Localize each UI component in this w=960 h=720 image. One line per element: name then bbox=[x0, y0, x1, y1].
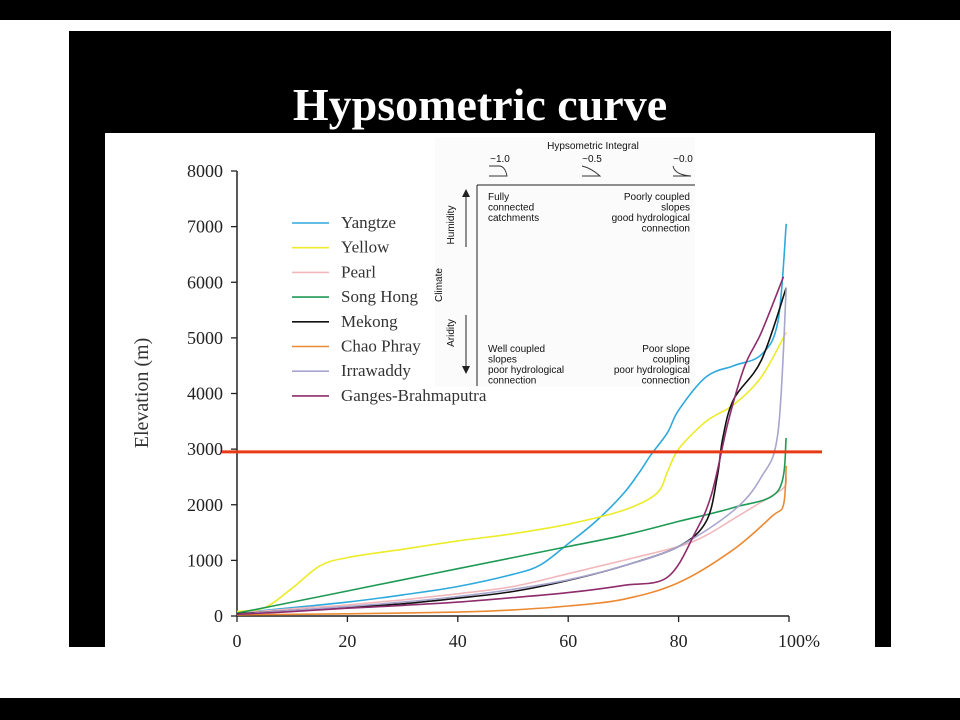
inset-top-right-text: connection bbox=[642, 224, 690, 235]
legend-label: Song Hong bbox=[341, 287, 418, 306]
y-tick-label: 4000 bbox=[187, 384, 223, 404]
inset-bottom-left-text: Well coupled bbox=[488, 344, 545, 355]
hi-shape-icon bbox=[672, 165, 692, 177]
series-line-ganges-brahmaputra bbox=[236, 276, 785, 616]
y-tick-label: 2000 bbox=[187, 495, 223, 515]
y-tick-label: 6000 bbox=[187, 272, 223, 292]
y-tick-label: 0 bbox=[214, 606, 223, 626]
humidity-arrowhead-icon bbox=[462, 189, 470, 197]
legend-label: Pearl bbox=[341, 262, 376, 281]
inset-background bbox=[435, 137, 695, 387]
hi-label: ~0.0 bbox=[673, 154, 693, 165]
legend-label: Irrawaddy bbox=[341, 361, 411, 380]
x-tick-label: 0 bbox=[233, 631, 242, 651]
hi-shape-icon bbox=[489, 165, 508, 177]
inset-bottom-right-text: Poor slope bbox=[642, 344, 690, 355]
inset-bottom-left-text: poor hydrological bbox=[488, 365, 564, 376]
inset-bottom-left-text: slopes bbox=[488, 355, 517, 366]
x-tick-label: 20 bbox=[338, 631, 356, 651]
y-tick-label: 7000 bbox=[187, 217, 223, 237]
x-tick-label: 40 bbox=[449, 631, 467, 651]
x-tick-label: 60 bbox=[559, 631, 577, 651]
inset-top-right-text: Poorly coupled bbox=[624, 192, 690, 203]
inset-bottom-right-text: connection bbox=[642, 376, 690, 387]
y-tick-label: 1000 bbox=[187, 550, 223, 570]
hypsometric-chart: Hypsometric Integral ~1.0 ~0.5 ~0.0 Humidity… bbox=[105, 133, 875, 667]
inset-top-right-text: slopes bbox=[661, 203, 690, 214]
hi-shape-icon bbox=[581, 165, 602, 177]
inset-bottom-left-text: connection bbox=[488, 376, 536, 387]
legend-label: Chao Phray bbox=[341, 337, 421, 356]
series-line-irrawaddy bbox=[236, 287, 787, 616]
chart-series bbox=[222, 223, 822, 616]
humidity-label: Humidity bbox=[446, 206, 457, 245]
chart-legend: Yangtze Yellow Pearl Song Hong Mekong Chao Ph… bbox=[292, 213, 487, 405]
series-line-yellow bbox=[236, 331, 787, 613]
aridity-arrowhead-icon bbox=[462, 366, 470, 374]
y-tick-label: 8000 bbox=[187, 161, 223, 181]
hi-label: ~0.5 bbox=[582, 154, 602, 165]
series-line-pearl bbox=[236, 476, 788, 614]
inset-top-left-text: catchments bbox=[488, 213, 539, 224]
inset-top-right-text: good hydrological bbox=[612, 213, 690, 224]
series-line-yangtze bbox=[236, 223, 787, 614]
legend-label: Yellow bbox=[341, 238, 390, 257]
inset-bottom-right-text: coupling bbox=[653, 355, 690, 366]
x-tick-label: 80 bbox=[670, 631, 688, 651]
climate-label: Climate bbox=[434, 268, 445, 302]
legend-label: Yangtze bbox=[341, 213, 396, 232]
inset-bottom-right-text: poor hydrological bbox=[614, 365, 690, 376]
legend-label: Mekong bbox=[341, 312, 398, 331]
x-tick-label: 100% bbox=[778, 631, 820, 651]
hi-label: ~1.0 bbox=[490, 154, 510, 165]
inset-title: Hypsometric Integral bbox=[547, 141, 639, 152]
aridity-label: Aridity bbox=[446, 319, 457, 347]
y-tick-label: 3000 bbox=[187, 439, 223, 459]
inset-top-left-text: Fully bbox=[488, 192, 509, 203]
inset-top-left-text: connected bbox=[488, 203, 534, 214]
inset-diagram: Hypsometric Integral ~1.0 ~0.5 ~0.0 Humidity… bbox=[434, 137, 695, 387]
legend-label: Ganges-Brahmaputra bbox=[341, 386, 487, 405]
slide-title: Hypsometric curve bbox=[292, 79, 668, 130]
y-tick-label: 5000 bbox=[187, 328, 223, 348]
series-line-chao-phray bbox=[236, 465, 787, 616]
chart-axes: 0 1000 2000 3000 4000 5000 6000 7000 8000 0 20 40 60… bbox=[131, 161, 820, 651]
y-axis-label: Elevation (m) bbox=[131, 338, 153, 449]
